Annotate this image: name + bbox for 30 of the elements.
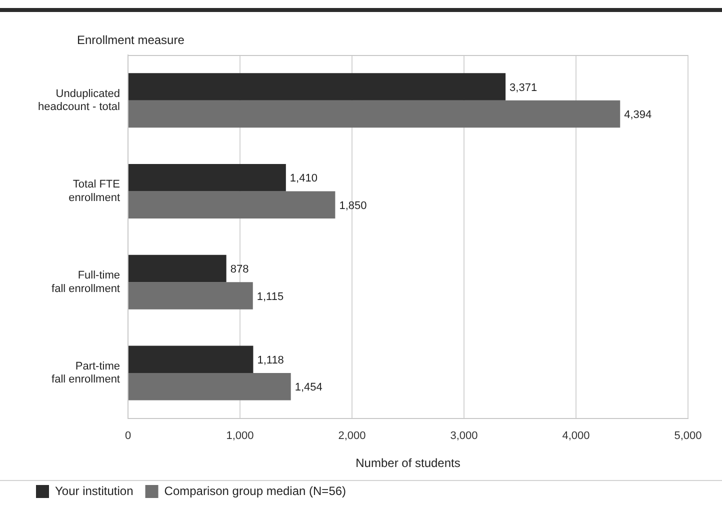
legend-label: Comparison group median (N=56) [164,484,346,498]
x-tick-label: 3,000 [450,430,478,442]
bar [128,346,254,373]
bar [128,100,620,128]
y-tick-label: Full-time fall enrollment [52,270,120,295]
x-tick-label: 2,000 [338,430,366,442]
data-label: 3,371 [510,82,538,94]
data-label: 878 [230,264,249,276]
x-tick-label: 1,000 [226,430,254,442]
x-axis-title: Number of students [356,456,460,470]
data-label: 1,115 [256,290,284,303]
bar [128,282,253,310]
bar [128,191,336,219]
bar [128,254,226,282]
data-label: 1,410 [290,172,318,185]
y-axis-title: Enrollment measure [77,33,185,47]
data-label: 1,454 [294,382,322,394]
data-label: 1,118 [257,354,284,366]
bar [128,73,506,100]
bar [128,164,286,192]
y-tick-label: Unduplicated headcount - total [38,88,120,114]
y-tick-label: Part-time fall enrollment [52,360,120,386]
x-tick-label: 4,000 [562,430,590,442]
x-tick-label: 0 [124,430,132,442]
data-label: 1,850 [339,200,367,212]
y-tick-label: Total FTE enrollment [68,178,120,204]
legend-label: Your institution [55,484,134,498]
data-label: 4,394 [624,109,652,122]
bar [128,372,291,400]
x-tick-label: 5,000 [674,430,702,442]
